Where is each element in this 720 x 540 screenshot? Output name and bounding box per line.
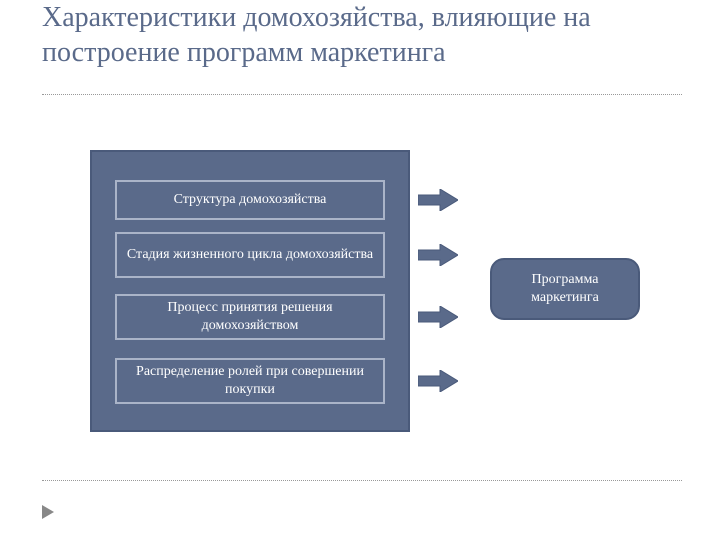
characteristic-box: Процесс принятия решения домохозяйством (115, 294, 385, 340)
arrow-icon (418, 189, 458, 211)
slide-title: Характеристики домохозяйства, влияющие н… (42, 0, 682, 70)
title-underline (42, 94, 682, 95)
footer-triangle-icon (42, 505, 56, 524)
characteristic-box: Стадия жизненного цикла домохозяйства (115, 232, 385, 278)
arrow-icon (418, 370, 458, 392)
output-label: Программа маркетинга (502, 271, 628, 307)
arrow-icon (418, 244, 458, 266)
arrow-icon (418, 306, 458, 328)
footer-line (42, 480, 682, 481)
characteristic-box: Распределение ролей при совершении покуп… (115, 358, 385, 404)
characteristic-label: Структура домохозяйства (174, 191, 327, 209)
characteristic-box: Структура домохозяйства (115, 180, 385, 220)
characteristic-label: Стадия жизненного цикла домохозяйства (127, 246, 373, 264)
characteristic-label: Распределение ролей при совершении покуп… (125, 363, 375, 399)
characteristic-label: Процесс принятия решения домохозяйством (125, 299, 375, 335)
output-box: Программа маркетинга (490, 258, 640, 320)
